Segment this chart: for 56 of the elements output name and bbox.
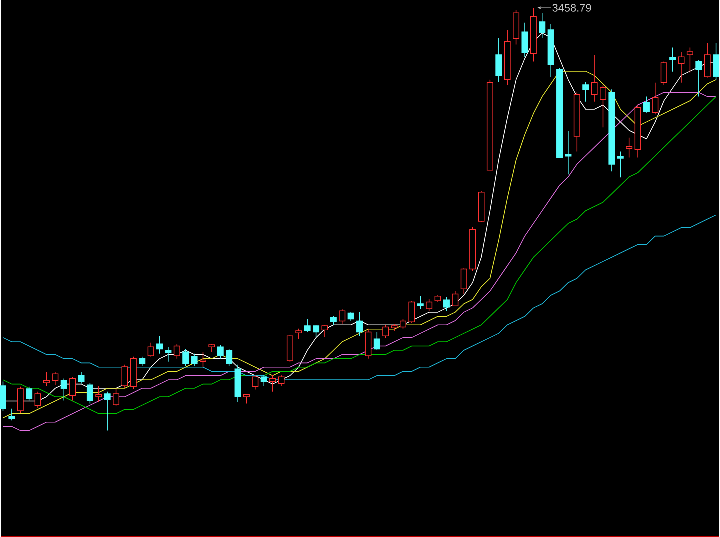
candlestick [191,353,198,366]
candlestick [365,328,372,360]
candlestick [634,104,642,158]
candlestick [96,386,102,402]
candlestick [452,290,459,306]
candlestick [617,151,624,178]
candlestick [8,408,16,422]
candlestick [304,318,311,333]
candlestick [678,52,685,84]
candlestick [34,392,42,408]
candlestick [574,92,580,152]
candlestick [200,352,206,368]
candlestick [591,54,598,102]
candlestick [460,268,468,295]
candlestick [670,47,676,72]
candlestick [704,42,711,78]
candlestick [278,374,285,386]
candlestick [600,84,606,128]
candlestick [296,328,302,340]
candlestick [408,300,416,324]
candlestick [504,30,511,86]
candlestick [252,374,259,390]
candlestick [234,364,242,402]
candlestick [522,22,528,58]
candlestick [52,372,59,386]
candlestick [78,372,85,384]
candlestick [565,131,572,175]
annotation: 3458.79 [552,4,592,12]
candlestick [660,61,668,86]
candlestick [148,342,154,358]
candlestick [696,60,702,98]
candlestick [165,346,172,362]
candlestick [417,296,424,310]
candlestick [548,24,554,78]
candlestick [582,82,590,102]
candlestick [260,374,268,386]
candlestick [652,82,659,115]
candlestick [530,8,537,62]
candlestick [608,89,616,172]
candlestick [713,42,720,80]
candlestick [43,372,50,386]
candlestick [348,312,354,322]
candlestick [270,374,276,392]
candlestick [391,324,398,332]
candlestick [539,12,546,38]
candlestick [104,392,111,432]
candlestick [356,312,364,336]
candlestick [208,344,216,353]
candlestick [434,294,442,303]
candlestick [626,137,633,158]
candlestick [686,47,694,74]
candlestick [156,336,164,354]
candlestick [60,378,68,402]
candlestick [496,38,502,82]
candlestick [322,324,328,338]
candlestick [122,364,128,388]
